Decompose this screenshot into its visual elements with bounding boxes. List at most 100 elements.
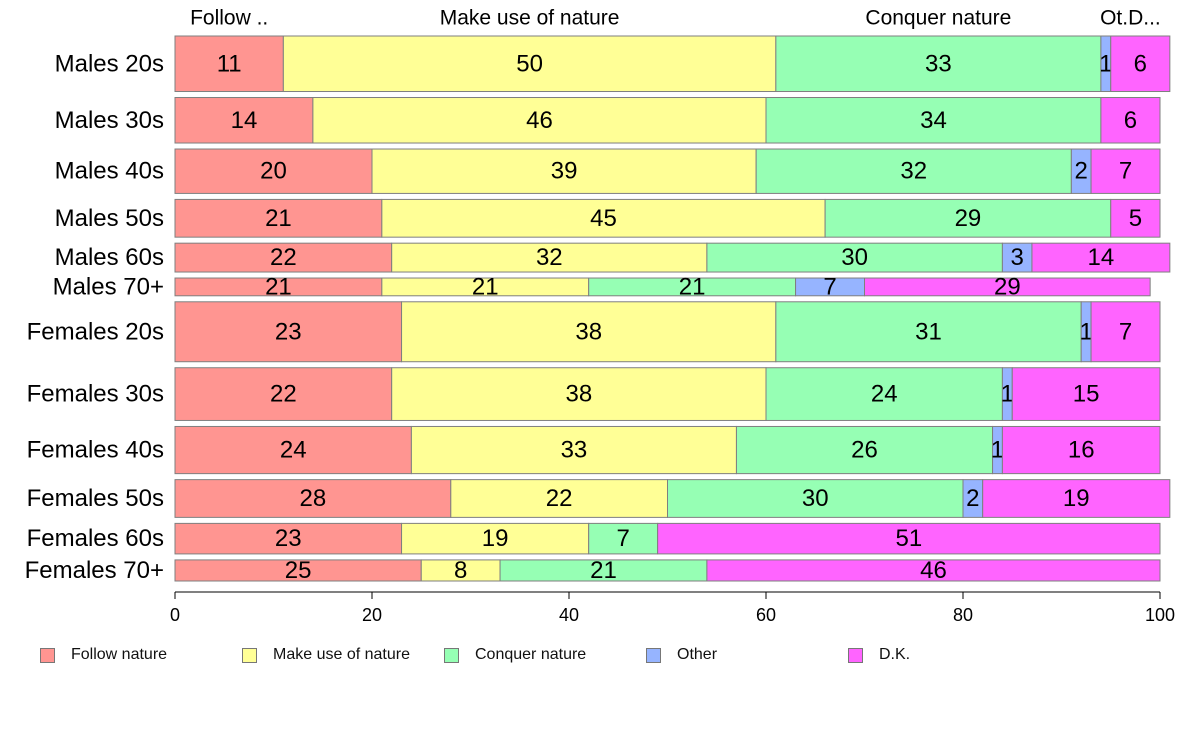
data-label: 38 <box>575 318 602 345</box>
bar-segment <box>174 242 393 273</box>
column-header-label: Ot.D... <box>1100 7 1161 30</box>
category-label: Males 50s <box>55 205 164 232</box>
category-label: Males 60s <box>55 244 164 271</box>
bar-segment <box>588 522 659 555</box>
data-label: 22 <box>546 485 573 512</box>
category-label: Females 60s <box>27 525 164 552</box>
bar-segment <box>706 242 1003 273</box>
data-label: 33 <box>925 50 952 77</box>
data-label: 51 <box>895 525 922 552</box>
data-label: 7 <box>616 525 629 552</box>
column-header-label: Make use of nature <box>440 7 620 30</box>
bar-segment <box>381 198 826 238</box>
data-label: 1 <box>1079 318 1092 345</box>
bar-segment <box>1100 97 1161 144</box>
data-label: 19 <box>1063 485 1090 512</box>
bar-segment <box>1011 367 1161 421</box>
data-label: 21 <box>590 557 617 584</box>
legend-swatch <box>40 647 55 663</box>
bar-segment <box>1090 148 1161 194</box>
data-label: 22 <box>270 244 297 271</box>
legend: Follow nature Make use of nature Conquer… <box>40 645 1140 667</box>
data-label: 32 <box>900 158 927 185</box>
bar-segment <box>174 425 412 475</box>
legend-label: Follow nature <box>71 646 168 663</box>
data-label: 31 <box>915 318 942 345</box>
data-label: 6 <box>1134 50 1147 77</box>
data-label: 1 <box>991 437 1004 464</box>
category-label: Males 70+ <box>53 273 164 300</box>
bar-segment <box>864 277 1151 297</box>
legend-item-other: Other <box>646 645 717 665</box>
bar-segment <box>174 367 393 421</box>
data-label: 11 <box>217 50 242 77</box>
bar-segment <box>755 148 1072 194</box>
x-tick-label: 20 <box>362 605 382 625</box>
legend-label: Other <box>677 646 718 663</box>
data-label: 30 <box>802 485 829 512</box>
bar-segment <box>174 301 403 363</box>
bar-segment <box>735 425 994 475</box>
data-label: 22 <box>270 381 297 408</box>
bar-segment <box>174 148 373 194</box>
category-label: Males 30s <box>55 107 164 134</box>
x-tick-label: 100 <box>1145 605 1175 625</box>
category-label: Females 30s <box>27 381 164 408</box>
bar-segment <box>1001 242 1033 273</box>
data-label: 21 <box>265 273 292 300</box>
bar-segment <box>982 479 1171 518</box>
data-label: 38 <box>565 381 592 408</box>
legend-label: Conquer nature <box>475 646 587 663</box>
column-header-label: Follow .. <box>190 7 268 30</box>
x-tick-label: 60 <box>756 605 776 625</box>
bar-segment <box>282 35 777 93</box>
legend-swatch <box>242 647 257 663</box>
legend-item-follow-nature: Follow nature <box>40 645 167 665</box>
bar-segment <box>1110 198 1161 238</box>
bar-segment <box>765 367 1003 421</box>
data-label: 45 <box>590 205 617 232</box>
category-label: Males 40s <box>55 158 164 185</box>
column-header-label: Conquer nature <box>865 7 1011 30</box>
bar-segment <box>706 559 1161 582</box>
data-label: 2 <box>1075 158 1088 185</box>
data-label: 23 <box>275 525 302 552</box>
data-label: 25 <box>285 557 312 584</box>
data-label: 3 <box>1010 244 1023 271</box>
bar-segment <box>775 35 1102 93</box>
data-label: 24 <box>871 381 898 408</box>
data-label: 14 <box>1088 244 1115 271</box>
bar-segment <box>174 522 403 555</box>
legend-item-conquer-nature: Conquer nature <box>444 645 586 665</box>
data-label: 21 <box>265 205 292 232</box>
legend-label: Make use of nature <box>273 646 410 663</box>
data-label: 14 <box>231 107 258 134</box>
data-label: 21 <box>472 273 499 300</box>
legend-swatch <box>646 647 661 663</box>
data-label: 15 <box>1073 381 1100 408</box>
bar-segment <box>1031 242 1171 273</box>
bar-segment <box>824 198 1112 238</box>
data-label: 46 <box>526 107 553 134</box>
x-tick-label: 0 <box>170 605 180 625</box>
legend-swatch <box>848 647 863 663</box>
data-label: 7 <box>1119 158 1132 185</box>
data-label: 1 <box>1001 381 1014 408</box>
data-label: 2 <box>966 485 979 512</box>
data-label: 28 <box>300 485 327 512</box>
data-label: 16 <box>1068 437 1095 464</box>
legend-label: D.K. <box>879 646 911 663</box>
bar-segment <box>775 301 1082 363</box>
bar-segment <box>174 35 284 93</box>
bar-segment <box>174 198 383 238</box>
data-label: 32 <box>536 244 563 271</box>
bar-segment <box>401 301 777 363</box>
category-label: Females 70+ <box>25 557 164 584</box>
category-label: Females 50s <box>27 485 164 512</box>
data-label: 23 <box>275 318 302 345</box>
data-label: 5 <box>1129 205 1142 232</box>
data-label: 33 <box>561 437 588 464</box>
data-label: 26 <box>851 437 878 464</box>
